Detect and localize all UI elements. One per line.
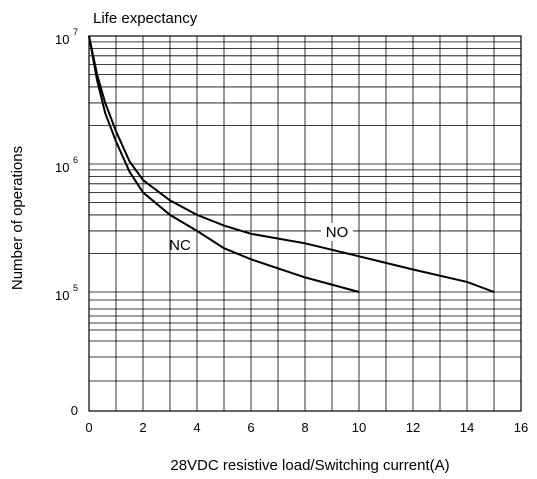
x-tick-label: 14	[460, 420, 474, 435]
chart-title: Life expectancy	[93, 10, 198, 27]
series-line-nc	[88, 35, 360, 293]
plot-frame	[88, 35, 522, 412]
x-tick-label: 4	[193, 420, 200, 435]
y-tick-label: 0	[71, 403, 78, 418]
y-tick-labels: 0 10 5 10 6 10 7	[55, 27, 78, 418]
y-tick-label-exponent: 6	[73, 155, 78, 165]
x-axis-label: 28VDC resistive load/Switching current(A…	[170, 457, 449, 474]
y-tick-label-exponent: 7	[73, 27, 78, 37]
y-tick-label-base: 10	[55, 288, 69, 303]
x-tick-label: 0	[85, 420, 92, 435]
series-label-no: NO	[326, 224, 349, 241]
x-tick-labels: 0 2 4 6 8 10 12 14 16	[85, 420, 528, 435]
y-tick-label-base: 10	[55, 32, 69, 47]
x-tick-label: 6	[247, 420, 254, 435]
grid	[89, 36, 521, 411]
series-line-no	[88, 35, 495, 293]
series-label-backdrop	[321, 223, 353, 241]
y-tick-label-exponent: 5	[73, 283, 78, 293]
y-tick-label-base: 10	[55, 160, 69, 175]
x-tick-label: 10	[352, 420, 366, 435]
x-tick-label: 12	[406, 420, 420, 435]
series-layer: NO NC	[88, 35, 495, 293]
series-label-nc: NC	[169, 237, 191, 254]
x-tick-label: 16	[514, 420, 528, 435]
x-tick-label: 8	[301, 420, 308, 435]
x-tick-label: 2	[139, 420, 146, 435]
y-axis-label: Number of operations	[9, 146, 26, 290]
